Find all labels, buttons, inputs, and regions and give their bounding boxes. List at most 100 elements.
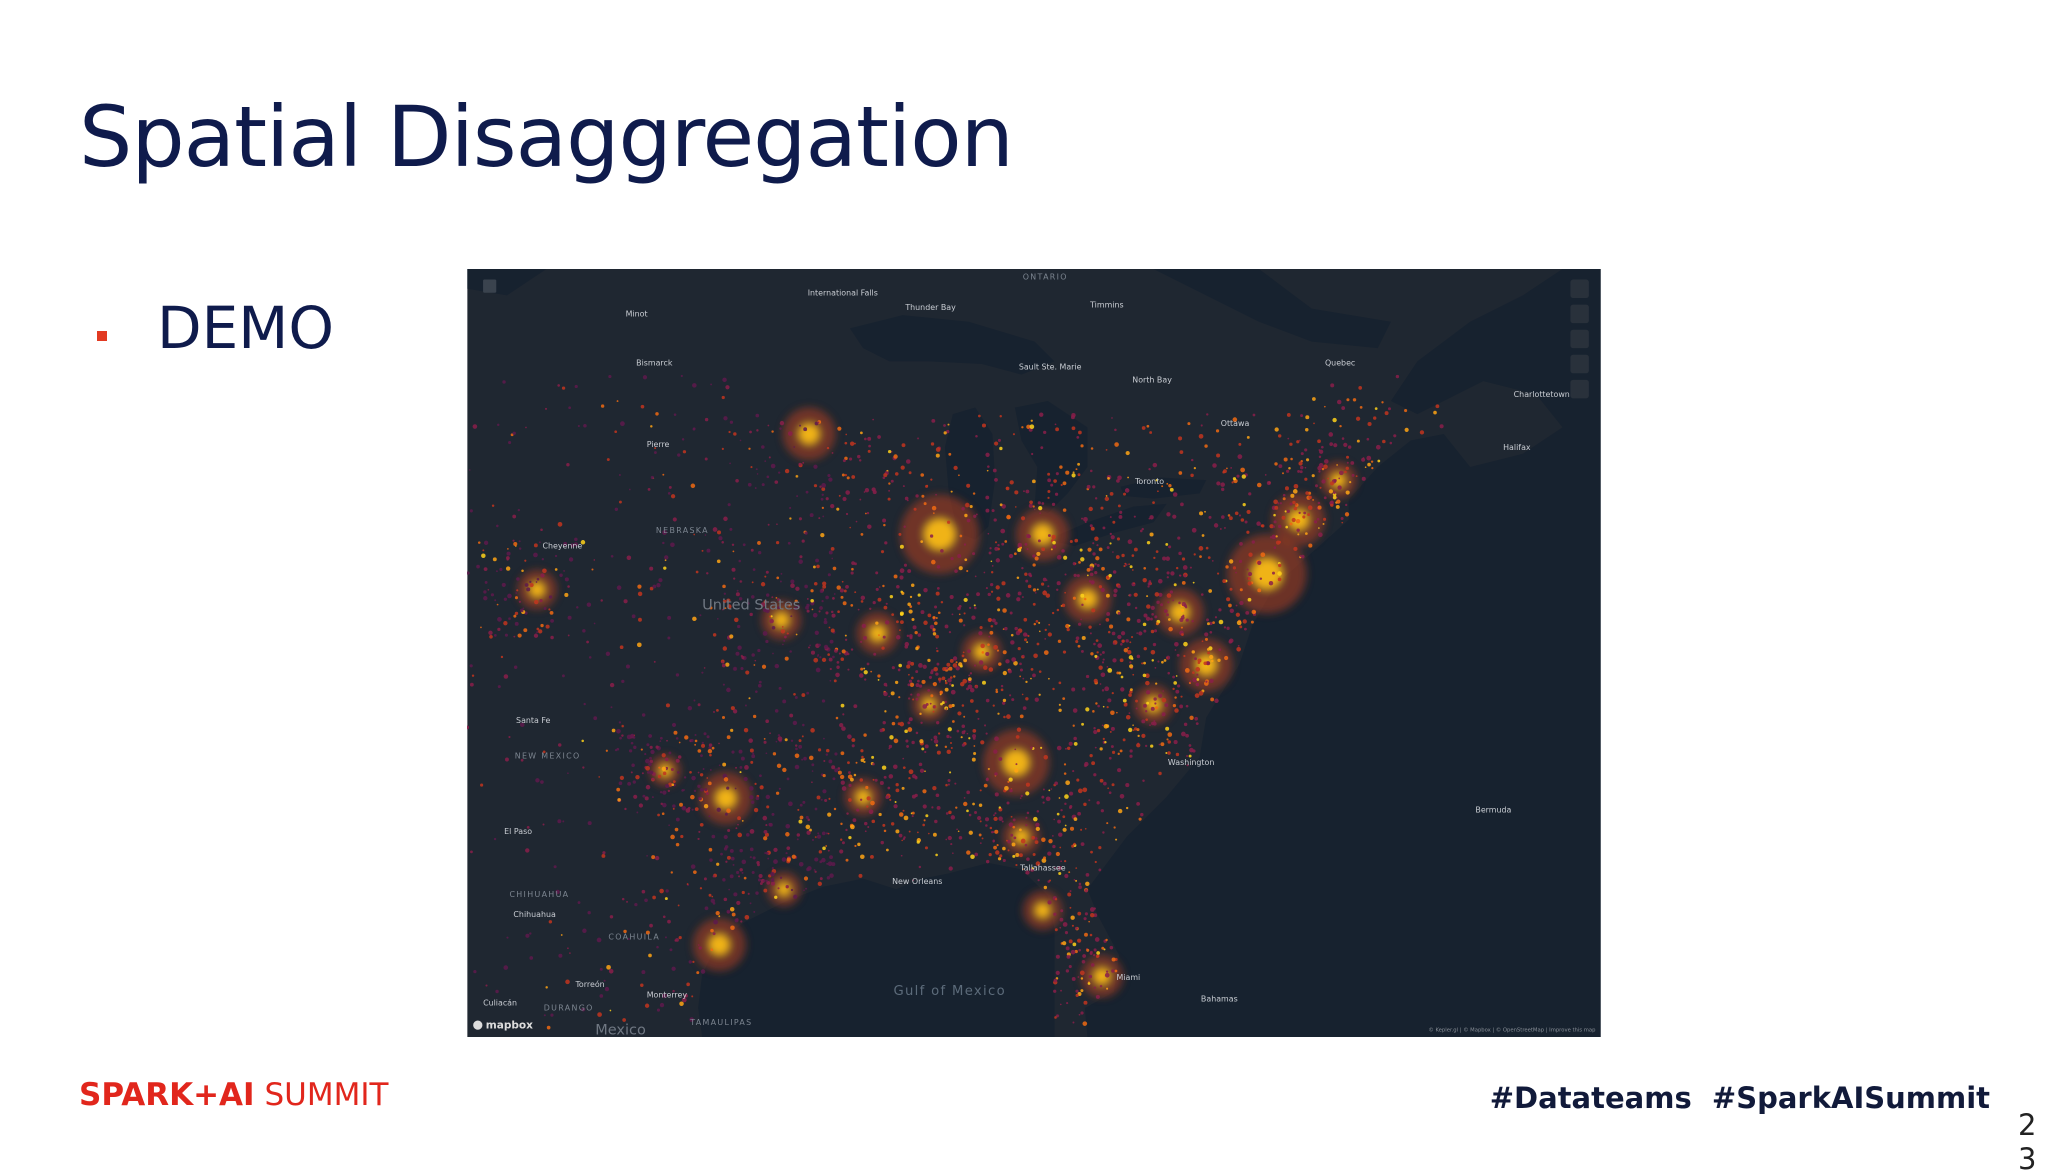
heat-point (778, 686, 782, 690)
heat-point (1293, 484, 1299, 489)
heat-point (1088, 625, 1092, 629)
heat-point (1088, 920, 1090, 923)
heat-point (1118, 515, 1123, 519)
heat-point (1323, 464, 1328, 469)
heat-point (950, 557, 954, 561)
map-label: International Falls (808, 288, 878, 297)
heat-point (1098, 665, 1103, 670)
heat-point (953, 465, 958, 470)
heat-point (1132, 729, 1135, 732)
heat-point (917, 679, 920, 683)
panel-toggle[interactable] (483, 279, 497, 293)
map-control[interactable] (1570, 329, 1589, 349)
heat-point (1096, 801, 1100, 805)
heat-point (932, 832, 937, 837)
heat-point (644, 796, 649, 801)
heat-point (757, 683, 762, 688)
heat-point (1271, 534, 1276, 540)
heat-point (752, 856, 756, 860)
heat-point (1162, 556, 1167, 561)
heat-point (1119, 658, 1124, 663)
heat-point (920, 610, 925, 615)
heat-point (838, 494, 841, 497)
heat-point (997, 712, 1000, 715)
heat-point (1057, 639, 1062, 643)
heat-point (574, 537, 578, 542)
map-control[interactable] (1570, 279, 1589, 299)
heat-point (762, 815, 768, 821)
heat-point (1206, 618, 1209, 622)
heat-point (1298, 439, 1301, 442)
heat-point (1144, 710, 1148, 713)
map-control[interactable] (1570, 354, 1589, 374)
heat-point (1180, 608, 1185, 613)
map-label: North Bay (1132, 375, 1172, 384)
heat-point (501, 582, 506, 587)
heat-point (1124, 488, 1130, 493)
heat-point (623, 599, 628, 604)
heat-point (1099, 984, 1103, 988)
heat-point (815, 558, 819, 563)
heat-point (857, 454, 861, 459)
heat-point (966, 483, 971, 488)
heat-point (1273, 513, 1276, 517)
heat-point (1060, 483, 1063, 487)
heat-point (983, 783, 988, 788)
heat-point (922, 789, 927, 794)
heat-point (1095, 556, 1100, 561)
heat-point (480, 783, 484, 787)
heat-point (821, 831, 826, 836)
map-control[interactable] (1570, 379, 1589, 399)
heat-point (1172, 492, 1178, 497)
heat-point (1112, 570, 1117, 574)
heat-point (1012, 818, 1016, 822)
heat-point (688, 960, 692, 964)
heat-point (963, 597, 968, 603)
heat-point (500, 655, 504, 659)
heat-point (669, 948, 673, 952)
heat-point (1361, 457, 1366, 462)
heat-point (648, 953, 652, 958)
heat-point (748, 738, 753, 743)
heat-point (1235, 571, 1237, 574)
heat-point (723, 416, 728, 421)
heat-point (996, 596, 1001, 601)
heat-point (667, 615, 672, 620)
heat-point (1117, 768, 1122, 773)
heat-point (1167, 740, 1171, 744)
heat-point (1077, 811, 1082, 816)
heat-point (550, 619, 554, 623)
heat-point (999, 854, 1003, 858)
heat-point (691, 808, 694, 811)
heat-point (871, 487, 876, 492)
heat-point (1122, 738, 1126, 742)
heat-point (825, 753, 829, 756)
heat-point (907, 727, 913, 732)
heat-point (758, 873, 763, 879)
heat-point (1111, 692, 1114, 695)
heat-point (845, 584, 849, 589)
heat-point (493, 837, 497, 841)
heat-point (782, 643, 784, 646)
heat-point (1086, 484, 1091, 489)
heat-point (949, 595, 954, 600)
heat-point (1136, 801, 1140, 806)
heat-point (1193, 553, 1196, 556)
heat-point (882, 823, 886, 827)
heat-point (769, 732, 771, 735)
heat-point (963, 715, 966, 718)
heat-point (890, 691, 895, 696)
heat-point (928, 832, 930, 835)
map-label: Bahamas (1201, 994, 1238, 1003)
heat-point (949, 683, 952, 686)
heat-point (521, 569, 524, 573)
heat-point (1175, 566, 1179, 570)
map-control[interactable] (1570, 304, 1589, 324)
heat-point (1218, 619, 1224, 625)
heat-point (1278, 464, 1283, 469)
heat-point (723, 592, 726, 595)
heat-point (839, 723, 844, 728)
heat-point (909, 595, 913, 599)
heat-point (1155, 706, 1159, 710)
